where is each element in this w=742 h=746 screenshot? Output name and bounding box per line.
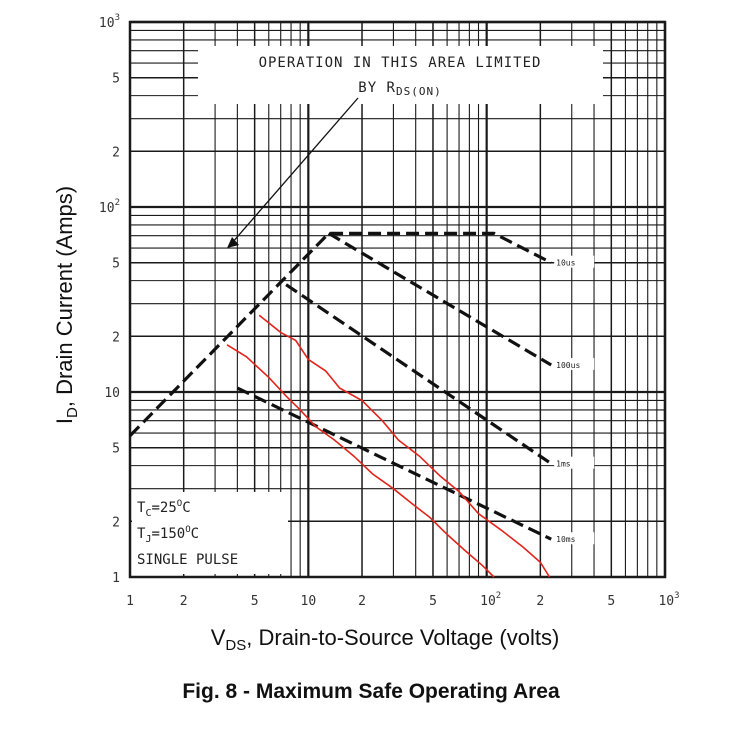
soa-limit-curve-10us	[128, 231, 552, 437]
x-tick-label: 102	[480, 591, 501, 609]
condition-junction-temp: TJ=150OC	[137, 525, 199, 545]
x-tick-label: 5	[607, 594, 615, 609]
y-tick-label: 2	[112, 145, 120, 160]
curve-label-bg	[554, 357, 595, 370]
curve-label-100us: 100us	[556, 361, 580, 370]
curve-label-1ms: 1ms	[556, 460, 571, 469]
annotation-line-1: OPERATION IN THIS AREA LIMITED	[259, 55, 542, 71]
y-tick-label: 10	[104, 386, 120, 401]
y-tick-label: 1	[112, 571, 120, 586]
x-tick-label: 5	[251, 594, 259, 609]
soa-limit-curve-10ms	[236, 386, 552, 541]
x-tick-label: 2	[180, 594, 188, 609]
y-tick-label: 5	[112, 257, 120, 272]
annotation-arrow-line	[230, 97, 359, 245]
series: 10us 100us 1ms 10ms	[128, 231, 595, 578]
y-tick-label: 102	[99, 198, 120, 216]
x-tick-label: 5	[429, 594, 437, 609]
soa-limit-curve-100us	[327, 232, 553, 367]
annotation-line-2: BY RDS(ON)	[358, 80, 441, 98]
x-axis-title: VDS, Drain-to-Source Voltage (volts)	[211, 625, 560, 654]
conditions-box	[132, 492, 288, 574]
y-tick-label: 5	[112, 442, 120, 457]
x-tick-label: 2	[358, 594, 366, 609]
soa-limit-curve-1ms	[285, 283, 553, 465]
plot-frame	[128, 20, 667, 579]
grid	[128, 20, 667, 579]
figure-caption: Fig. 8 - Maximum Safe Operating Area	[182, 680, 560, 703]
condition-single-pulse: SINGLE PULSE	[137, 552, 238, 568]
curve-label-bg	[554, 456, 595, 469]
y-tick-label: 5	[112, 72, 120, 87]
curve-label-bg	[554, 532, 595, 545]
condition-case-temp: TC=25OC	[137, 499, 191, 519]
overlays: OPERATION IN THIS AREA LIMITED BY RDS(ON)…	[132, 46, 603, 574]
annotation-arrow-head	[227, 237, 240, 249]
x-tick-label: 103	[658, 591, 679, 609]
curve-label-10us: 10us	[556, 259, 575, 268]
curve-label-bg	[554, 255, 595, 268]
y-tick-label: 103	[99, 13, 120, 31]
x-tick-label: 2	[536, 594, 544, 609]
y-tick-label: 2	[112, 330, 120, 345]
y-tick-label: 2	[112, 515, 120, 530]
measured-curve	[226, 344, 495, 578]
annotation-box	[198, 46, 603, 104]
x-tick-label: 1	[126, 594, 134, 609]
measured-curve	[258, 314, 551, 578]
curve-label-10ms: 10ms	[556, 535, 575, 544]
y-axis-title: ID, Drain Current (Amps)	[52, 186, 81, 424]
x-tick-label: 10	[301, 594, 317, 609]
